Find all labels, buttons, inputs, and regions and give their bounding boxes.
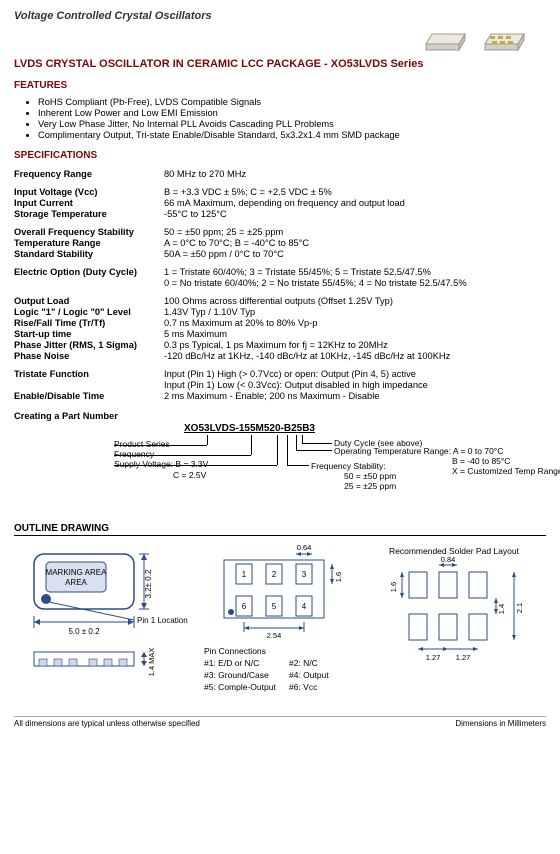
- spec-label: Logic "1" / Logic "0" Level: [14, 307, 164, 317]
- product-images: [14, 26, 526, 54]
- spec-value: 0.7 ns Maximum at 20% to 80% Vp-p: [164, 318, 546, 328]
- feature-item: RoHS Compliant (Pb-Free), LVDS Compatibl…: [38, 97, 546, 107]
- spec-value: Input (Pin 1) High (> 0.7Vcc) or open: O…: [164, 369, 546, 379]
- svg-text:0.64: 0.64: [297, 543, 312, 552]
- svg-text:2.54: 2.54: [267, 631, 282, 640]
- spec-value: 2 ms Maximum - Enable; 200 ns Maximum - …: [164, 391, 546, 401]
- chip-image-pads: [476, 26, 526, 54]
- svg-text:Pin Connections: Pin Connections: [204, 646, 266, 656]
- spec-value: Input (Pin 1) Low (< 0.3Vcc): Output dis…: [164, 380, 546, 390]
- svg-text:5.0 ± 0.2: 5.0 ± 0.2: [68, 627, 100, 636]
- spec-label: Phase Jitter (RMS, 1 Sigma): [14, 340, 164, 350]
- spec-label: Storage Temperature: [14, 209, 164, 219]
- outline-heading: OUTLINE DRAWING: [14, 523, 546, 536]
- svg-text:MARKING AREA: MARKING AREA: [46, 568, 108, 577]
- svg-text:AREA: AREA: [65, 578, 87, 587]
- svg-text:2.1: 2.1: [515, 603, 524, 613]
- outline-drawing: MARKING AREA AREA Pin 1 Location 5.0 ± 0…: [14, 542, 546, 712]
- pn-label-freq-stability-2: 50 = ±50 ppm: [344, 471, 396, 481]
- spec-label: Output Load: [14, 296, 164, 306]
- product-title: LVDS CRYSTAL OSCILLATOR IN CERAMIC LCC P…: [14, 58, 546, 70]
- spec-label: [14, 278, 164, 288]
- spec-value: -55°C to 125°C: [164, 209, 546, 219]
- svg-text:#6: Vcc: #6: Vcc: [289, 682, 318, 692]
- spec-label: Electric Option (Duty Cycle): [14, 267, 164, 277]
- pn-label-op-temp: Operating Temperature Range: A = 0 to 70…: [334, 446, 503, 456]
- part-number-string: XO53LVDS-155M520-B25B3: [184, 423, 315, 434]
- spec-label: Rise/Fall Time (Tr/Tf): [14, 318, 164, 328]
- svg-text:#1: E/D or N/C: #1: E/D or N/C: [204, 658, 259, 668]
- svg-text:4: 4: [302, 602, 307, 611]
- page-header: Voltage Controlled Crystal Oscillators: [14, 10, 546, 22]
- svg-text:2: 2: [272, 570, 277, 579]
- pn-label-supply-voltage-2: C = 2.5V: [173, 470, 206, 480]
- spec-label: [14, 380, 164, 390]
- spec-value: 50 = ±50 ppm; 25 = ±25 ppm: [164, 227, 546, 237]
- spec-label: Enable/Disable Time: [14, 391, 164, 401]
- pn-label-op-temp-2: B = -40 to 85°C: [452, 456, 510, 466]
- spec-value: 0.3 ps Typical, 1 ps Maximum for fj = 12…: [164, 340, 546, 350]
- svg-text:1.4: 1.4: [497, 604, 506, 614]
- footer-left: All dimensions are typical unless otherw…: [14, 719, 200, 728]
- feature-item: Very Low Phase Jitter, No Internal PLL A…: [38, 119, 546, 129]
- svg-text:Pin 1 Location: Pin 1 Location: [137, 616, 188, 625]
- spec-value: 1.43V Typ / 1.10V Typ: [164, 307, 546, 317]
- spec-value: B = +3.3 VDC ± 5%; C = +2.5 VDC ± 5%: [164, 187, 546, 197]
- spec-label: Frequency Range: [14, 169, 164, 179]
- svg-text:#5: Comple-Output: #5: Comple-Output: [204, 682, 276, 692]
- part-number-heading: Creating a Part Number: [14, 411, 546, 421]
- chip-image-plain: [417, 26, 467, 54]
- spec-label: Phase Noise: [14, 351, 164, 361]
- svg-text:0.84: 0.84: [441, 555, 456, 564]
- part-number-diagram: XO53LVDS-155M520-B25B3 Product Series Fr…: [14, 423, 546, 513]
- svg-text:#3: Ground/Case: #3: Ground/Case: [204, 670, 269, 680]
- svg-text:1.6: 1.6: [389, 582, 398, 592]
- spec-value: 0 = No tristate 60/40%; 2 = No tristate …: [164, 278, 546, 288]
- spec-value: 5 ms Maximum: [164, 329, 546, 339]
- spec-label: Temperature Range: [14, 238, 164, 248]
- features-list: RoHS Compliant (Pb-Free), LVDS Compatibl…: [38, 97, 546, 140]
- spec-label: Overall Frequency Stability: [14, 227, 164, 237]
- spec-value: 66 mA Maximum, depending on frequency an…: [164, 198, 546, 208]
- spec-label: Start-up time: [14, 329, 164, 339]
- svg-text:3: 3: [302, 570, 307, 579]
- pn-label-freq-stability-3: 25 = ±25 ppm: [344, 481, 396, 491]
- svg-text:1.27: 1.27: [426, 653, 441, 662]
- svg-text:6: 6: [242, 602, 247, 611]
- svg-text:1.6: 1.6: [334, 572, 343, 582]
- pn-label-supply-voltage: Supply Voltage: B = 3.3V: [114, 459, 208, 469]
- svg-text:1.4 MAX: 1.4 MAX: [147, 648, 156, 677]
- svg-text:1.27: 1.27: [456, 653, 471, 662]
- svg-text:3.2± 0.2: 3.2± 0.2: [144, 569, 153, 598]
- footer-right: Dimensions in Millimeters: [455, 719, 546, 728]
- svg-text:#4: Output: #4: Output: [289, 670, 329, 680]
- pn-label-frequency: Frequency: [114, 449, 154, 459]
- pn-label-freq-stability: Frequency Stability:: [311, 461, 386, 471]
- svg-text:#2: N/C: #2: N/C: [289, 658, 318, 668]
- spec-value: A = 0°C to 70°C; B = -40°C to 85°C: [164, 238, 546, 248]
- svg-text:5: 5: [272, 602, 277, 611]
- spec-value: 1 = Tristate 60/40%; 3 = Tristate 55/45%…: [164, 267, 546, 277]
- spec-label: Standard Stability: [14, 249, 164, 259]
- pn-label-product-series: Product Series: [114, 439, 170, 449]
- feature-item: Inherent Low Power and Low EMI Emission: [38, 108, 546, 118]
- spec-label: Input Voltage (Vcc): [14, 187, 164, 197]
- feature-item: Complimentary Output, Tri-state Enable/D…: [38, 130, 546, 140]
- spec-value: -120 dBc/Hz at 1KHz, -140 dBc/Hz at 10KH…: [164, 351, 546, 361]
- spec-label: Input Current: [14, 198, 164, 208]
- features-heading: FEATURES: [14, 80, 546, 91]
- specifications-heading: SPECIFICATIONS: [14, 150, 546, 161]
- spec-value: 50A = ±50 ppm / 0°C to 70°C: [164, 249, 546, 259]
- spec-label: Tristate Function: [14, 369, 164, 379]
- spec-value: 80 MHz to 270 MHz: [164, 169, 546, 179]
- pn-label-op-temp-3: X = Customized Temp Range: [452, 466, 560, 476]
- spec-value: 100 Ohms across differential outputs (Of…: [164, 296, 546, 306]
- svg-text:1: 1: [242, 570, 247, 579]
